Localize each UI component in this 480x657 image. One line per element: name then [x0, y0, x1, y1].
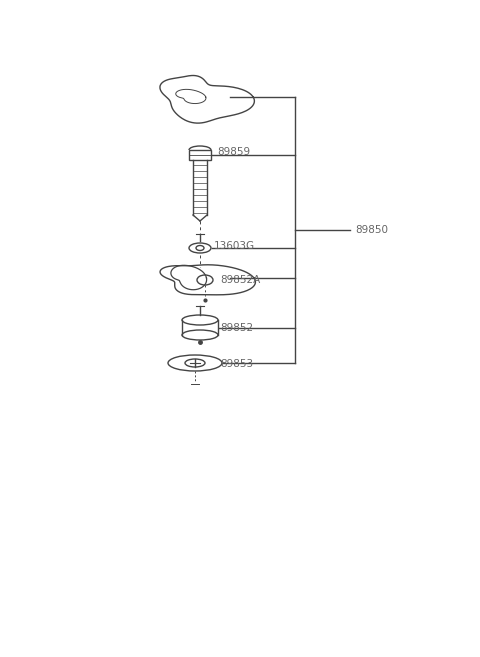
Bar	[189, 150, 211, 160]
Text: 13603G: 13603G	[214, 241, 255, 251]
Text: 89859: 89859	[217, 147, 250, 157]
Text: 89852A: 89852A	[220, 275, 260, 285]
Text: 89850: 89850	[355, 225, 388, 235]
Text: 89852: 89852	[220, 323, 253, 333]
Text: 89853: 89853	[220, 359, 253, 369]
